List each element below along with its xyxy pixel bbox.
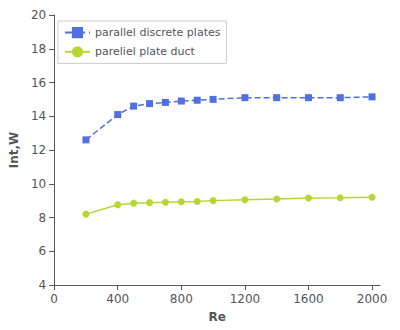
svg-text:pareliel plate duct: pareliel plate duct (95, 45, 196, 58)
svg-text:Re: Re (208, 310, 225, 324)
svg-text:1200: 1200 (230, 292, 261, 306)
svg-text:0: 0 (50, 292, 58, 306)
svg-text:14: 14 (31, 109, 46, 123)
svg-text:10: 10 (31, 177, 46, 191)
svg-text:12: 12 (31, 143, 46, 157)
svg-text:Int,W: Int,W (7, 132, 21, 169)
svg-text:20: 20 (31, 8, 46, 22)
svg-text:2000: 2000 (357, 292, 388, 306)
svg-text:16: 16 (31, 76, 46, 90)
svg-text:18: 18 (31, 42, 46, 56)
svg-text:1600: 1600 (293, 292, 324, 306)
svg-text:4: 4 (39, 278, 47, 292)
svg-text:400: 400 (106, 292, 129, 306)
svg-text:8: 8 (39, 211, 47, 225)
svg-text:parallel discrete plates: parallel discrete plates (95, 26, 221, 39)
svg-text:6: 6 (39, 244, 47, 258)
svg-text:800: 800 (170, 292, 193, 306)
